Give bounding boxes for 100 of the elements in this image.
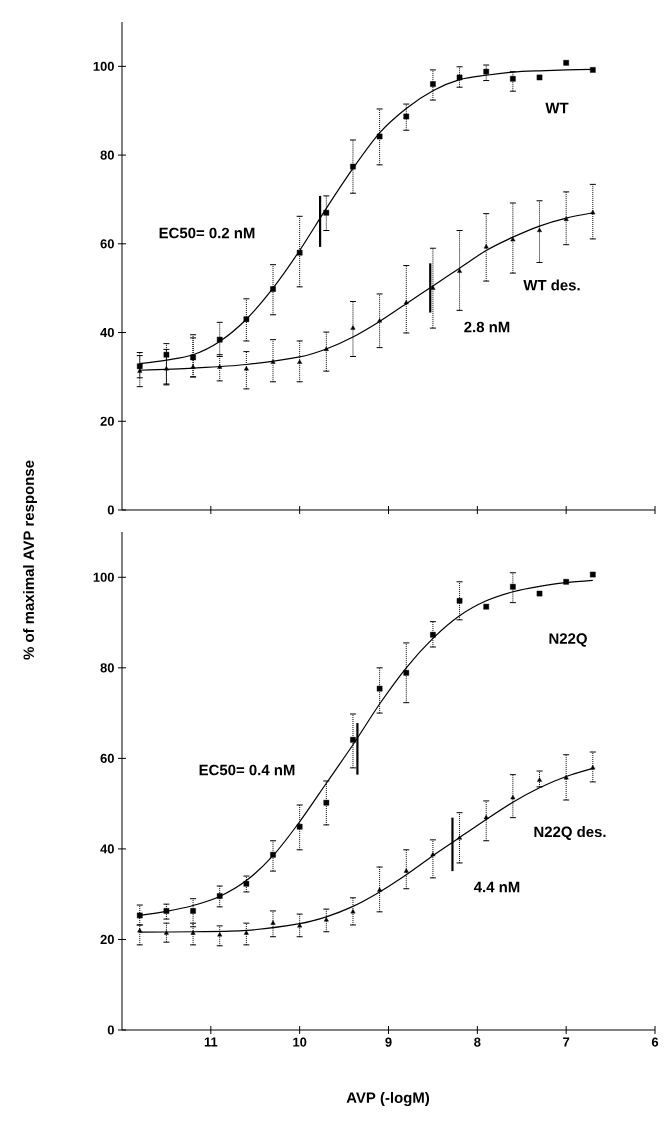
- point: [270, 851, 276, 858]
- point: [350, 909, 356, 914]
- point: [323, 209, 330, 216]
- annotation: 4.4 nM: [473, 881, 520, 893]
- annotation: N22Q des.: [534, 826, 606, 840]
- point: [270, 286, 276, 292]
- point: [563, 216, 569, 221]
- point: [190, 364, 196, 369]
- point: [323, 917, 329, 922]
- annotation: EC50= 0.4 nM: [199, 764, 295, 776]
- point: [377, 318, 383, 323]
- point: [163, 908, 170, 914]
- y-tick-label: 0: [107, 1025, 114, 1035]
- point: [243, 880, 250, 887]
- y-tick-label: 100: [93, 572, 114, 582]
- point: [430, 285, 436, 290]
- point: [483, 244, 489, 249]
- point: [296, 249, 303, 256]
- point: [216, 893, 223, 899]
- point: [430, 81, 436, 87]
- point: [403, 868, 409, 873]
- point: [163, 351, 170, 358]
- point: [563, 775, 569, 780]
- point: [537, 777, 542, 782]
- y-tick-label: 100: [93, 61, 114, 71]
- point: [243, 366, 249, 371]
- x-tick-label: 9: [385, 1037, 392, 1047]
- point: [350, 325, 356, 330]
- point: [137, 368, 143, 373]
- x-tick-label: 10: [293, 1037, 307, 1047]
- point: [323, 799, 330, 806]
- point: [456, 598, 463, 604]
- y-tick-label: 60: [100, 753, 114, 763]
- point: [430, 851, 436, 857]
- point: [376, 133, 383, 140]
- point: [590, 571, 596, 578]
- point: [323, 346, 329, 351]
- point: [190, 354, 196, 361]
- x-tick-label: 11: [204, 1037, 218, 1047]
- point: [510, 583, 516, 590]
- y-tick-label: 20: [100, 416, 114, 426]
- point: [563, 60, 569, 66]
- point: [590, 765, 596, 770]
- point: [137, 928, 143, 933]
- point: [243, 316, 250, 323]
- point: [536, 74, 543, 81]
- annotation: EC50= 0.2 nM: [159, 227, 255, 239]
- point: [217, 364, 223, 369]
- point: [217, 932, 223, 937]
- point: [510, 75, 516, 82]
- point: [483, 68, 490, 75]
- point: [563, 578, 569, 585]
- point: [297, 359, 303, 364]
- point: [377, 887, 383, 892]
- point: [296, 823, 303, 830]
- annotation: WT des.: [523, 279, 580, 291]
- point: [456, 74, 463, 81]
- annotation: WT: [545, 102, 569, 114]
- y-tick-label: 60: [100, 239, 114, 249]
- point: [510, 237, 516, 242]
- point: [537, 227, 542, 232]
- point: [590, 209, 596, 215]
- point: [216, 336, 223, 343]
- y-axis-title: % of maximal AVP response: [23, 460, 37, 660]
- x-tick-label: 7: [563, 1037, 570, 1047]
- point: [483, 603, 490, 610]
- x-axis-title: AVP (-logM): [346, 1092, 430, 1106]
- point: [270, 920, 276, 925]
- y-tick-label: 40: [100, 844, 114, 854]
- x-tick-label: 6: [651, 1037, 659, 1047]
- point: [510, 794, 516, 800]
- annotation: N22Q: [549, 633, 587, 647]
- point: [483, 814, 489, 820]
- y-tick-label: 40: [100, 327, 114, 338]
- point: [590, 67, 596, 73]
- point: [243, 930, 249, 935]
- y-tick-label: 80: [100, 150, 114, 160]
- point: [163, 930, 169, 935]
- point: [190, 908, 196, 914]
- point: [536, 590, 543, 597]
- y-tick-label: 20: [100, 934, 114, 945]
- y-tick-label: 0: [107, 505, 114, 515]
- point: [457, 268, 463, 273]
- point: [163, 366, 169, 371]
- point: [350, 163, 356, 170]
- point: [136, 912, 143, 919]
- point: [403, 669, 410, 676]
- point: [403, 113, 410, 120]
- point: [136, 363, 143, 370]
- point: [403, 300, 409, 305]
- point: [457, 835, 463, 840]
- y-tick-label: 80: [100, 663, 114, 673]
- point: [350, 737, 356, 743]
- point: [297, 923, 303, 928]
- annotation: 2.8 nM: [464, 321, 510, 333]
- x-tick-label: 8: [474, 1037, 481, 1047]
- point: [430, 631, 436, 638]
- point: [270, 359, 276, 364]
- point: [190, 930, 196, 935]
- point: [376, 685, 383, 692]
